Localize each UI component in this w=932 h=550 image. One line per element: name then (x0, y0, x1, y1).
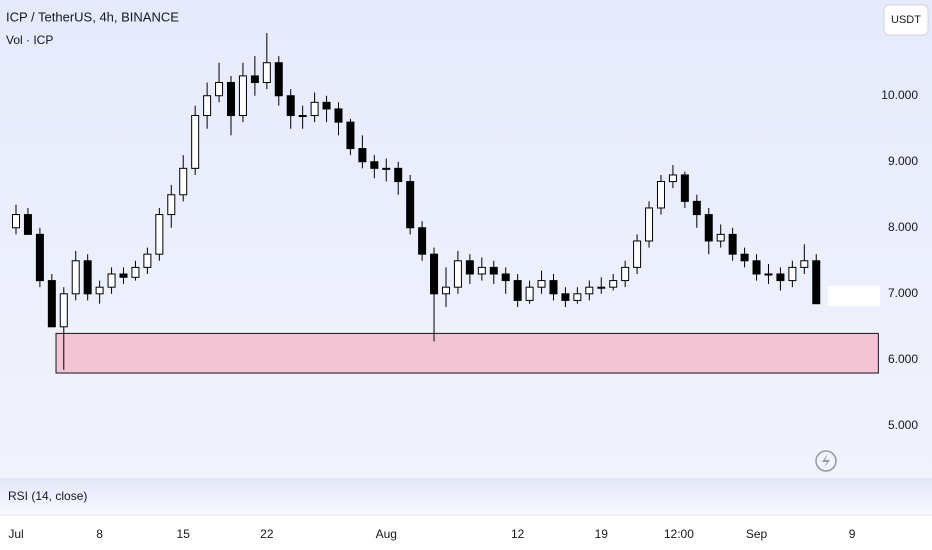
volume-label: Vol · ICP (6, 33, 53, 47)
price-label (828, 286, 880, 306)
support-zone (55, 332, 879, 374)
candle-body (430, 253, 439, 295)
y-tick-label: 6.000 (888, 352, 918, 366)
x-tick-label: 12 (511, 527, 525, 541)
candle-body (95, 286, 104, 295)
candle-body (585, 286, 594, 295)
candle-body (83, 260, 92, 295)
candle-body (47, 280, 56, 328)
candle-body (704, 214, 713, 242)
y-tick-label: 5.000 (888, 418, 918, 432)
candle-body (155, 214, 164, 255)
candle-body (692, 200, 701, 216)
x-tick-label: 12:00 (664, 527, 694, 541)
candle-body (728, 233, 737, 255)
candle-body (107, 273, 116, 288)
candle-body (382, 167, 391, 170)
candle-body (59, 293, 68, 328)
candle-body (465, 260, 474, 275)
candle-body (286, 95, 295, 117)
candle-body (203, 95, 212, 117)
candle-body (143, 253, 152, 268)
x-tick-label: Aug (376, 527, 397, 541)
plot-background (0, 0, 932, 478)
candle-body (334, 108, 343, 123)
candle-body (597, 286, 606, 289)
candle-body (573, 293, 582, 301)
candle-body (322, 101, 331, 110)
candle-body (358, 148, 367, 163)
candle-body (406, 181, 415, 229)
indicator-label: RSI (14, close) (8, 489, 87, 503)
candle-body (346, 121, 355, 150)
candle-body (800, 260, 809, 268)
candle-body (394, 167, 403, 183)
alert-icon[interactable] (815, 450, 837, 472)
candle-body (609, 280, 618, 288)
candle-body (250, 75, 259, 84)
candle-body (453, 260, 462, 288)
candle-body (764, 273, 773, 276)
candle-body (716, 233, 725, 242)
rsi-pane (0, 478, 932, 515)
candle-body (776, 273, 785, 282)
candle-body (501, 273, 510, 282)
y-tick-label: 9.000 (888, 154, 918, 168)
candle-body (215, 82, 224, 97)
y-tick-label: 8.000 (888, 220, 918, 234)
candle-body (370, 161, 379, 169)
candle-body (131, 266, 140, 278)
candle-body (537, 280, 546, 288)
candle-body (167, 194, 176, 216)
candle-body (71, 260, 80, 295)
candle-body (561, 293, 570, 301)
candle-body (549, 280, 558, 295)
candle-body (226, 82, 235, 117)
x-tick-label: 15 (177, 527, 191, 541)
currency[interactable]: USDT (891, 14, 921, 26)
x-tick-label: 9 (849, 527, 856, 541)
candle-body (191, 115, 200, 169)
candle-body (489, 266, 498, 275)
candle-body (23, 214, 32, 235)
candle-body (274, 62, 283, 97)
chart-title: ICP / TetherUS, 4h, BINANCE (6, 9, 179, 24)
x-tick-label: 22 (260, 527, 274, 541)
candle-body (788, 266, 797, 282)
candle-body (668, 174, 677, 183)
candle-body (621, 266, 630, 282)
y-tick-label: 7.000 (888, 286, 918, 300)
candle-body (752, 260, 761, 275)
candle-body (477, 266, 486, 275)
candle-body (680, 174, 689, 202)
x-tick-label: 19 (595, 527, 609, 541)
candle-body (262, 62, 271, 84)
candle-body (740, 253, 749, 262)
candle-body (812, 260, 821, 305)
candle-body (35, 233, 44, 282)
x-tick-label: 8 (96, 527, 103, 541)
candle-body (310, 101, 319, 117)
x-tick-label: Jul (8, 527, 23, 541)
alert-bolt (822, 454, 830, 468)
candle-body (119, 273, 128, 278)
candle-body (418, 227, 427, 255)
candle-body (633, 240, 642, 268)
currency-button[interactable] (883, 4, 929, 36)
candle-body (441, 286, 450, 295)
candle-body (513, 280, 522, 301)
y-tick-label: 10.000 (881, 88, 918, 102)
candle-body (656, 181, 665, 209)
candle-body (525, 286, 534, 301)
candle-body (645, 207, 654, 242)
candle-body (179, 167, 188, 196)
x-tick-label: Sep (746, 527, 768, 541)
candle-body (298, 115, 307, 118)
candle-body (12, 214, 21, 229)
candle-body (238, 75, 247, 117)
